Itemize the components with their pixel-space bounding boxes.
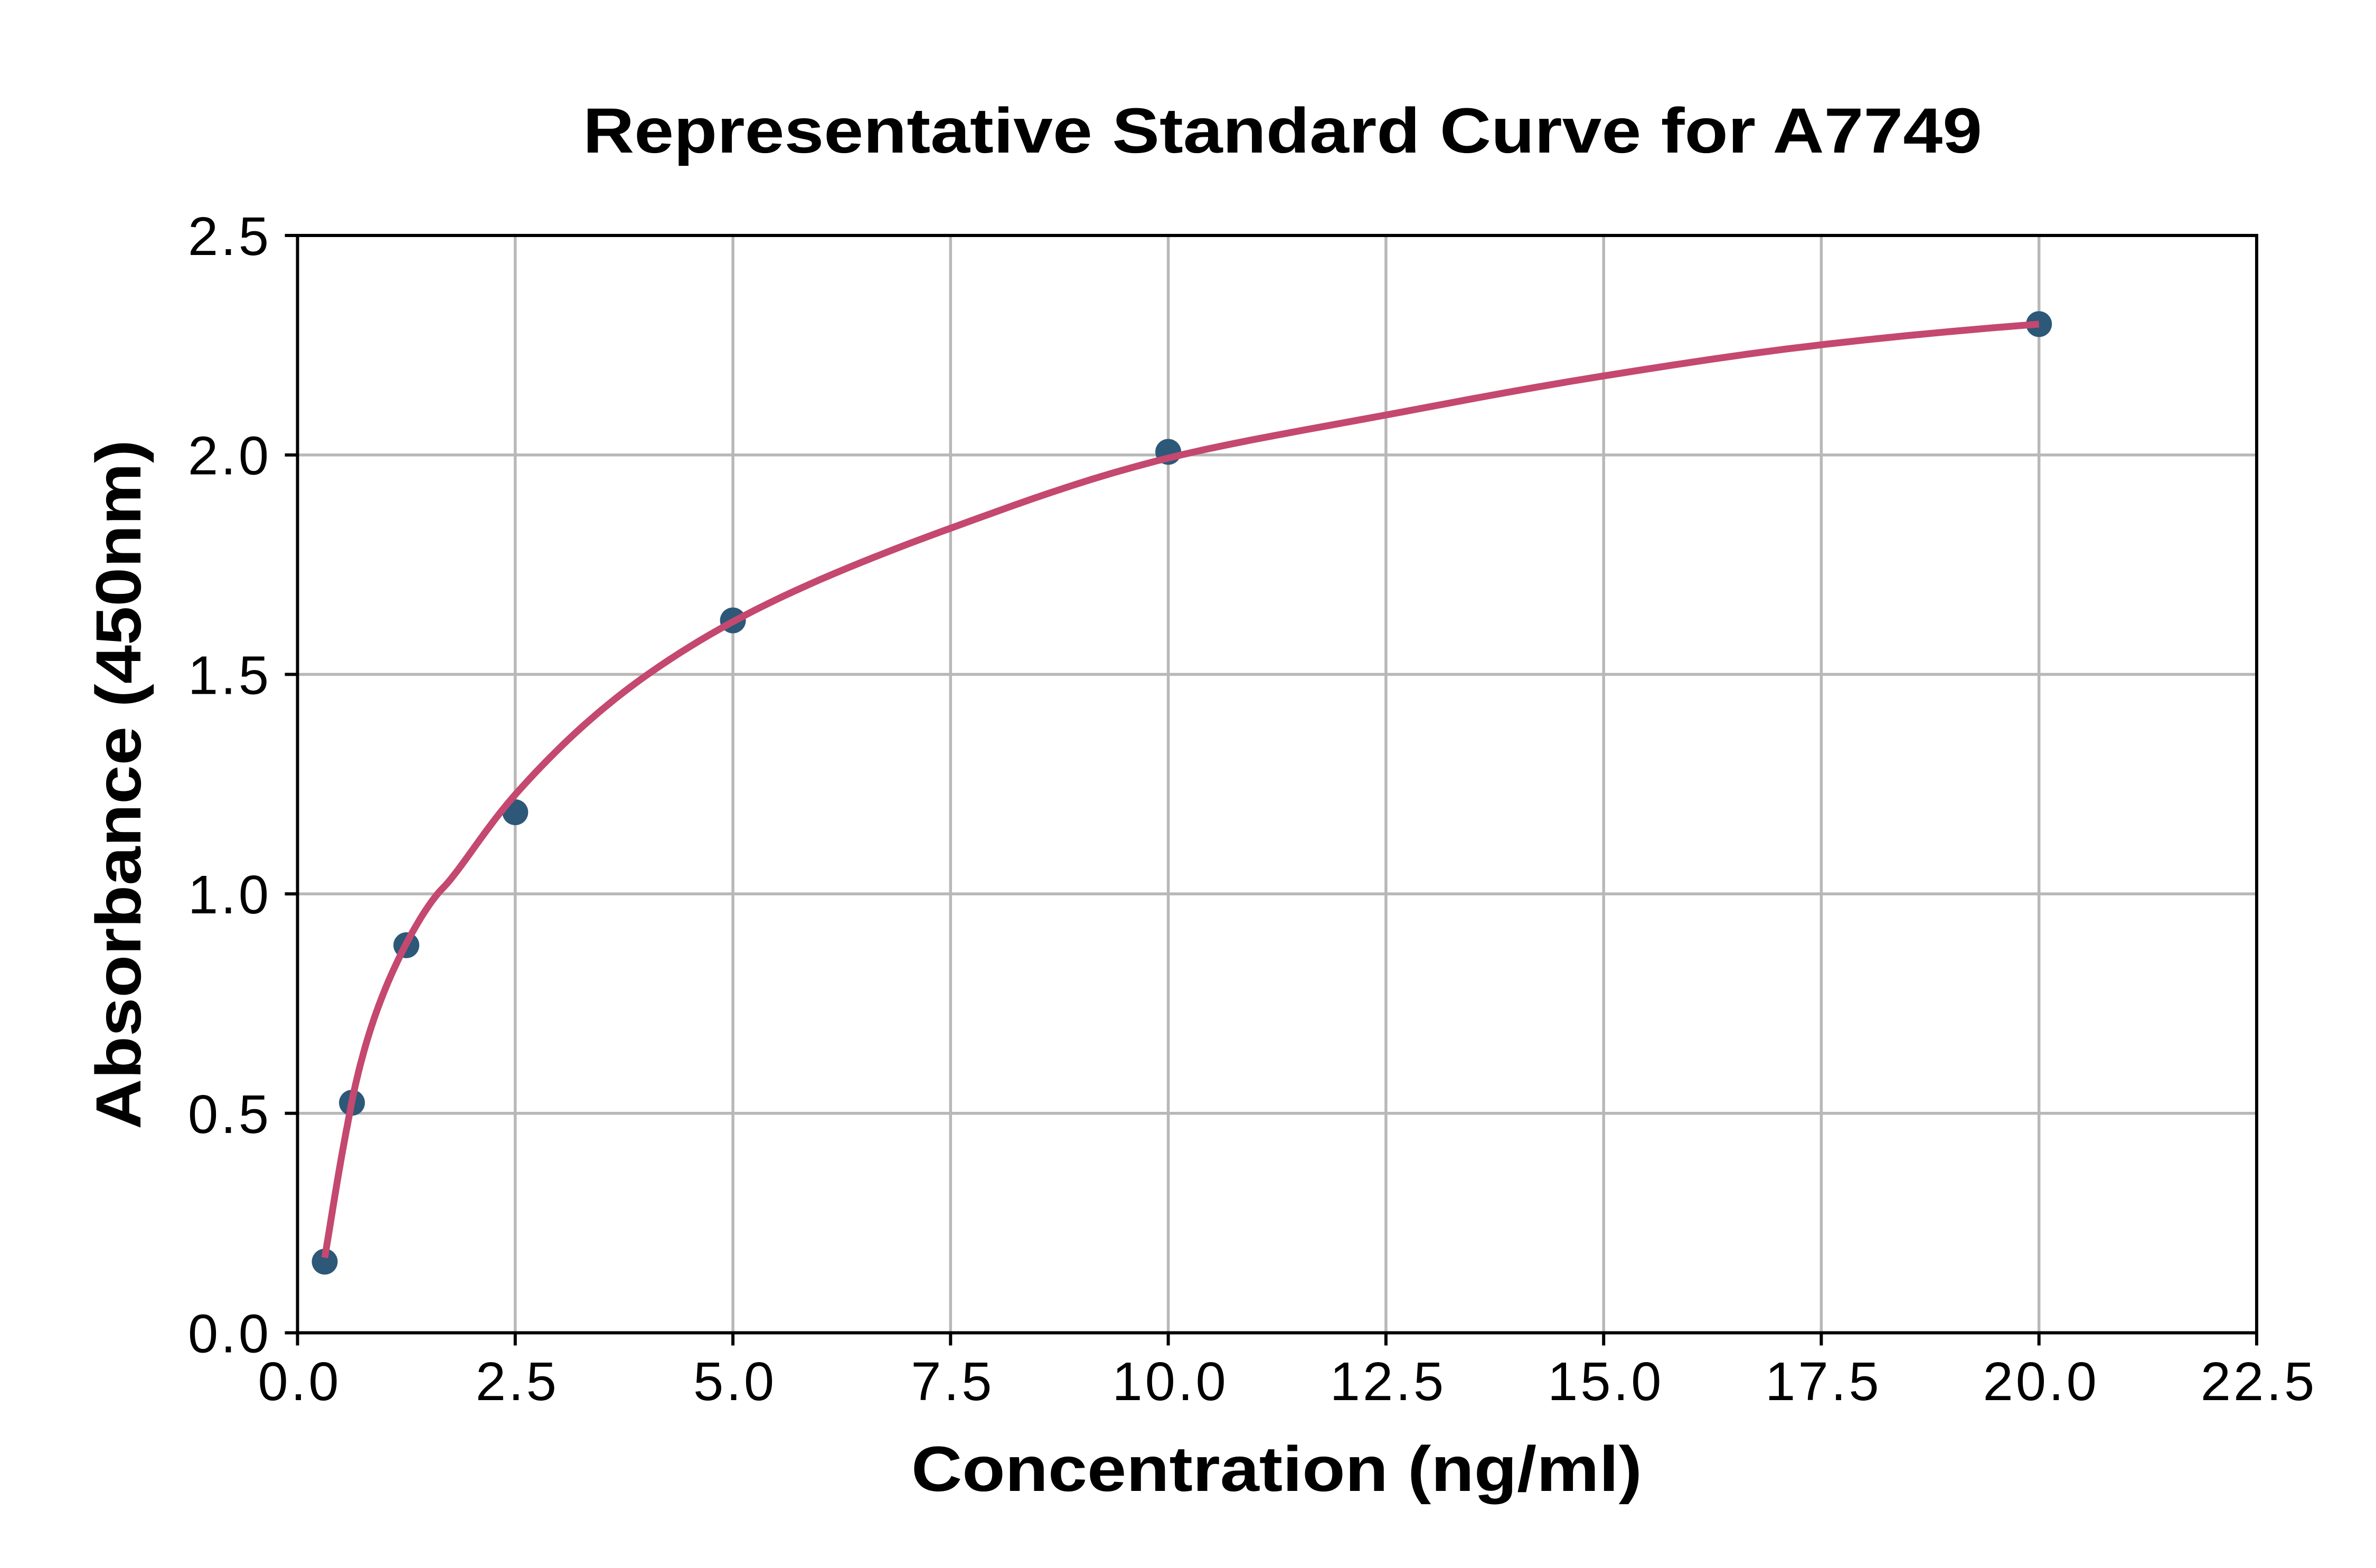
svg-text:1.0: 1.0 bbox=[188, 864, 271, 925]
svg-text:0.0: 0.0 bbox=[188, 1303, 271, 1364]
svg-text:1.5: 1.5 bbox=[188, 645, 271, 705]
svg-text:2.5: 2.5 bbox=[188, 206, 271, 267]
svg-text:2.0: 2.0 bbox=[188, 426, 271, 486]
svg-text:Concentration (ng/ml): Concentration (ng/ml) bbox=[911, 1433, 1642, 1505]
svg-text:22.5: 22.5 bbox=[2201, 1351, 2317, 1412]
svg-text:0.0: 0.0 bbox=[258, 1351, 341, 1412]
svg-text:2.5: 2.5 bbox=[476, 1351, 559, 1412]
svg-text:20.0: 20.0 bbox=[1983, 1351, 2099, 1412]
svg-text:17.5: 17.5 bbox=[1765, 1351, 1881, 1412]
svg-text:12.5: 12.5 bbox=[1330, 1351, 1446, 1412]
svg-text:5.0: 5.0 bbox=[693, 1351, 777, 1412]
svg-text:0.5: 0.5 bbox=[188, 1084, 271, 1145]
svg-text:7.5: 7.5 bbox=[911, 1351, 994, 1412]
svg-text:Representative Standard Curve: Representative Standard Curve for A7749 bbox=[583, 95, 1982, 166]
svg-text:15.0: 15.0 bbox=[1548, 1351, 1664, 1412]
svg-text:10.0: 10.0 bbox=[1112, 1351, 1228, 1412]
svg-text:Absorbance (450nm): Absorbance (450nm) bbox=[82, 440, 154, 1129]
